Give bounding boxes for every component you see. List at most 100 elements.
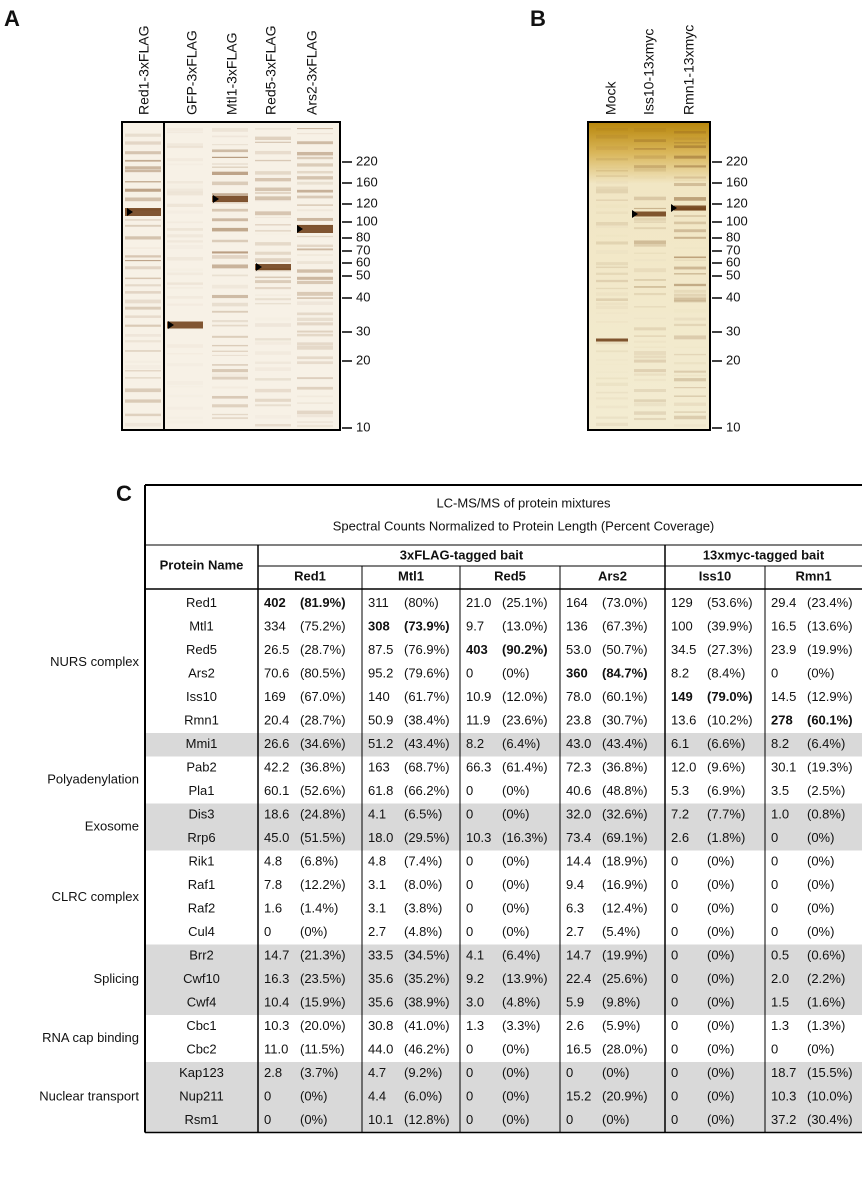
coverage: (73.9%)	[404, 619, 450, 634]
gel-band	[596, 287, 628, 290]
protein-name: Mmi1	[186, 736, 218, 751]
count: 51.2	[368, 736, 393, 751]
gel-band	[297, 333, 333, 337]
gel-band	[297, 276, 333, 280]
protein-name: Iss10	[186, 689, 217, 704]
gel-band	[212, 335, 248, 338]
gel-band	[674, 317, 706, 321]
count: 1.5	[771, 995, 789, 1010]
coverage: (12.9%)	[807, 689, 853, 704]
coverage: (0%)	[707, 1042, 734, 1057]
coverage: (30.4%)	[807, 1112, 853, 1127]
coverage: (13.0%)	[502, 619, 548, 634]
gel-band	[297, 312, 333, 316]
gel-band	[674, 197, 706, 201]
gel-band	[596, 298, 628, 302]
gel-band	[674, 402, 706, 406]
column-header: Rmn1	[795, 568, 831, 583]
count: 0	[466, 901, 473, 916]
count: 8.2	[771, 736, 789, 751]
marker-label: 120	[356, 195, 378, 210]
gel-band	[596, 305, 628, 310]
count: 2.8	[264, 1065, 282, 1080]
coverage: (4.8%)	[404, 924, 442, 939]
count: 0	[466, 1042, 473, 1057]
gel-band	[596, 422, 628, 426]
coverage: (68.7%)	[404, 760, 450, 775]
marker-label: 10	[356, 419, 370, 434]
coverage: (79.0%)	[707, 689, 753, 704]
gel-band	[596, 221, 628, 226]
count: 360	[566, 666, 588, 681]
lane-label: GFP-3xFLAG	[184, 30, 200, 115]
gel-band	[125, 255, 161, 258]
coverage: (46.2%)	[404, 1042, 450, 1057]
gel-band	[167, 180, 203, 184]
coverage: (76.9%)	[404, 642, 450, 657]
coverage: (6.8%)	[300, 854, 338, 869]
coverage: (2.2%)	[807, 971, 845, 986]
gel-band	[212, 376, 248, 380]
count: 0	[771, 854, 778, 869]
gel-band	[674, 256, 706, 259]
arrowhead	[127, 208, 133, 216]
protein-name: Dis3	[188, 807, 214, 822]
gel-band	[125, 333, 161, 337]
gel-band	[674, 362, 706, 365]
arrowhead	[213, 195, 219, 203]
gel-band	[596, 350, 628, 353]
gel-band	[297, 235, 333, 238]
gel-band	[167, 256, 203, 261]
gel-band	[596, 321, 628, 322]
gel-band	[297, 317, 333, 322]
gel-band	[297, 204, 333, 206]
protein-name: Ars2	[188, 666, 215, 681]
protein-name: Kap123	[179, 1065, 224, 1080]
coverage: (39.9%)	[707, 619, 753, 634]
gel-band	[634, 306, 666, 308]
marker-label: 80	[356, 229, 370, 244]
count: 0	[466, 783, 473, 798]
count: 12.0	[671, 760, 696, 775]
gel-band	[674, 247, 706, 248]
count: 11.0	[264, 1042, 288, 1057]
coverage: (5.4%)	[602, 924, 640, 939]
count: 9.4	[566, 877, 584, 892]
count: 0	[771, 924, 778, 939]
gel-band	[255, 276, 291, 279]
gel-band	[674, 387, 706, 389]
gel-band	[297, 195, 333, 199]
count: 43.0	[566, 736, 591, 751]
gel-band	[125, 236, 161, 240]
coverage: (0%)	[707, 1018, 734, 1033]
gel-band	[634, 221, 666, 223]
protein-name: Nup211	[179, 1089, 224, 1104]
gel-band	[167, 268, 203, 271]
gel-band	[596, 250, 628, 254]
count: 334	[264, 619, 286, 634]
gel-band	[212, 264, 248, 269]
count: 0	[771, 877, 778, 892]
marker-label: 60	[726, 254, 740, 269]
gel-band	[212, 135, 248, 138]
coverage: (7.4%)	[404, 854, 442, 869]
protein-name: Red1	[186, 595, 217, 610]
arrowhead	[297, 225, 303, 233]
count: 5.3	[671, 783, 689, 798]
count: 0	[671, 1065, 678, 1080]
gel-band	[634, 369, 666, 373]
gel-band	[596, 175, 628, 177]
coverage: (0.6%)	[807, 948, 845, 963]
coverage: (29.5%)	[404, 830, 450, 845]
count: 70.6	[264, 666, 289, 681]
count: 164	[566, 595, 588, 610]
coverage: (36.8%)	[300, 760, 346, 775]
gel-band	[125, 422, 161, 427]
gel-band	[167, 245, 203, 249]
gel-band	[297, 330, 333, 333]
gel-band	[297, 424, 333, 428]
coverage: (19.3%)	[807, 760, 853, 775]
lane-label: Mock	[603, 81, 619, 115]
gel-band	[674, 346, 706, 348]
gel-band	[634, 355, 666, 359]
